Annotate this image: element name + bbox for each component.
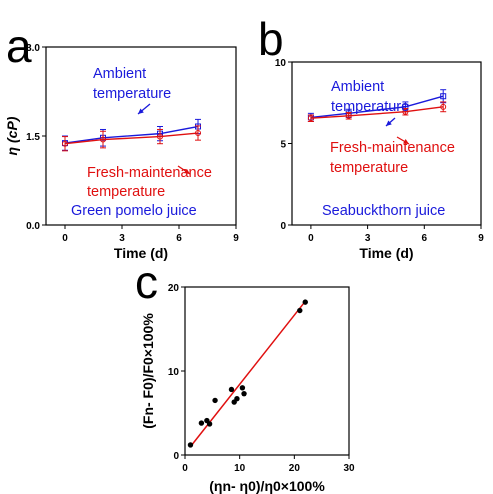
annotation-label: Seabuckthorn juice <box>322 203 445 219</box>
data-point <box>345 112 352 119</box>
scatter-point <box>239 385 246 391</box>
y-tick-label: 1.5 <box>26 132 40 143</box>
panel-letter-a: a <box>6 20 32 72</box>
y-tick-label: 0.0 <box>26 221 40 232</box>
data-point <box>100 136 106 143</box>
annotation-label: Green pomelo juice <box>71 203 197 219</box>
x-tick-label: 3 <box>365 233 371 244</box>
arrow-head <box>386 120 392 126</box>
x-tick-label: 10 <box>234 463 246 474</box>
data-point <box>307 115 314 122</box>
y-tick-label: 20 <box>168 283 180 294</box>
data-point <box>62 140 68 147</box>
arrow-head <box>138 108 144 114</box>
x-tick-label: 3 <box>119 233 125 244</box>
annotation-label: temperature <box>93 86 171 102</box>
scatter-point <box>228 386 235 393</box>
y-axis-title: (Fn- F0)/F0×100% <box>140 313 156 429</box>
annotation-label: temperature <box>87 184 165 200</box>
scatter-point <box>302 299 308 305</box>
annotation-label: Ambient <box>93 66 146 82</box>
x-tick-label: 0 <box>308 233 314 244</box>
x-tick-label: 0 <box>62 233 68 244</box>
x-tick-label: 20 <box>289 463 301 474</box>
x-axis-title: Time (d) <box>114 245 168 261</box>
y-tick-label: 5 <box>280 140 286 151</box>
panel-b-plot: 0 3 6 9 0 5 10 Time (d) Ambient temperature Fresh-… <box>275 58 484 261</box>
annotation-label: temperature <box>331 99 409 115</box>
scatter-point <box>241 390 247 397</box>
x-tick-label: 30 <box>343 463 355 474</box>
arrow-head <box>184 168 190 174</box>
series-line-0 <box>310 95 444 119</box>
panel-letter-c: c <box>135 256 158 308</box>
x-tick-label: 0 <box>182 463 188 474</box>
scatter-point <box>212 397 218 404</box>
scatter-point <box>297 307 303 314</box>
y-tick-label: 0 <box>280 221 286 232</box>
plot-frame <box>184 286 350 456</box>
panel-c-plot: 0 10 20 30 0 10 20 (ηn- η0)/η0×100% (Fn- F0)/F0×… <box>140 283 355 494</box>
x-tick-label: 6 <box>176 233 182 244</box>
annotation-label: Fresh-maintenance <box>330 140 455 156</box>
y-tick-label: 10 <box>275 58 287 69</box>
annotation-label: Fresh-maintenance <box>87 165 212 181</box>
arrow-head <box>403 139 409 144</box>
data-point <box>440 93 447 100</box>
y-tick-label: 10 <box>168 367 180 378</box>
x-tick-label: 9 <box>233 233 239 244</box>
data-point <box>157 133 163 140</box>
annotation-label: Ambient <box>331 79 384 95</box>
series-line-1 <box>310 106 444 119</box>
y-tick-label: 3.0 <box>26 43 40 54</box>
data-point <box>440 103 447 110</box>
y-axis-title: η (cP) <box>4 116 20 155</box>
series-line-1 <box>64 132 199 145</box>
data-point <box>402 108 409 115</box>
x-axis-title: (ηn- η0)/η0×100% <box>209 478 325 494</box>
x-tick-label: 6 <box>422 233 428 244</box>
panel-a-plot: 0 3 6 9 0.0 1.5 3.0 Time (d) η (cP) Ambient temper… <box>4 43 239 261</box>
panel-letter-b: b <box>258 13 284 65</box>
series-line-0 <box>64 125 199 144</box>
data-point <box>195 130 201 137</box>
y-tick-label: 0 <box>173 451 179 462</box>
scatter-point <box>234 396 240 402</box>
scatter-point <box>187 442 194 448</box>
scatter-point <box>206 421 213 427</box>
x-axis-title: Time (d) <box>359 245 413 261</box>
annotation-label: temperature <box>330 160 408 176</box>
x-tick-label: 9 <box>478 233 484 244</box>
scatter-point <box>198 420 205 426</box>
